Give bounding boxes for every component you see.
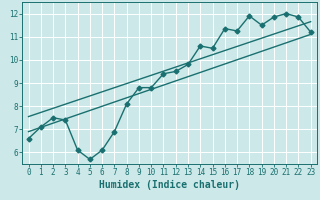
X-axis label: Humidex (Indice chaleur): Humidex (Indice chaleur) (99, 180, 240, 190)
